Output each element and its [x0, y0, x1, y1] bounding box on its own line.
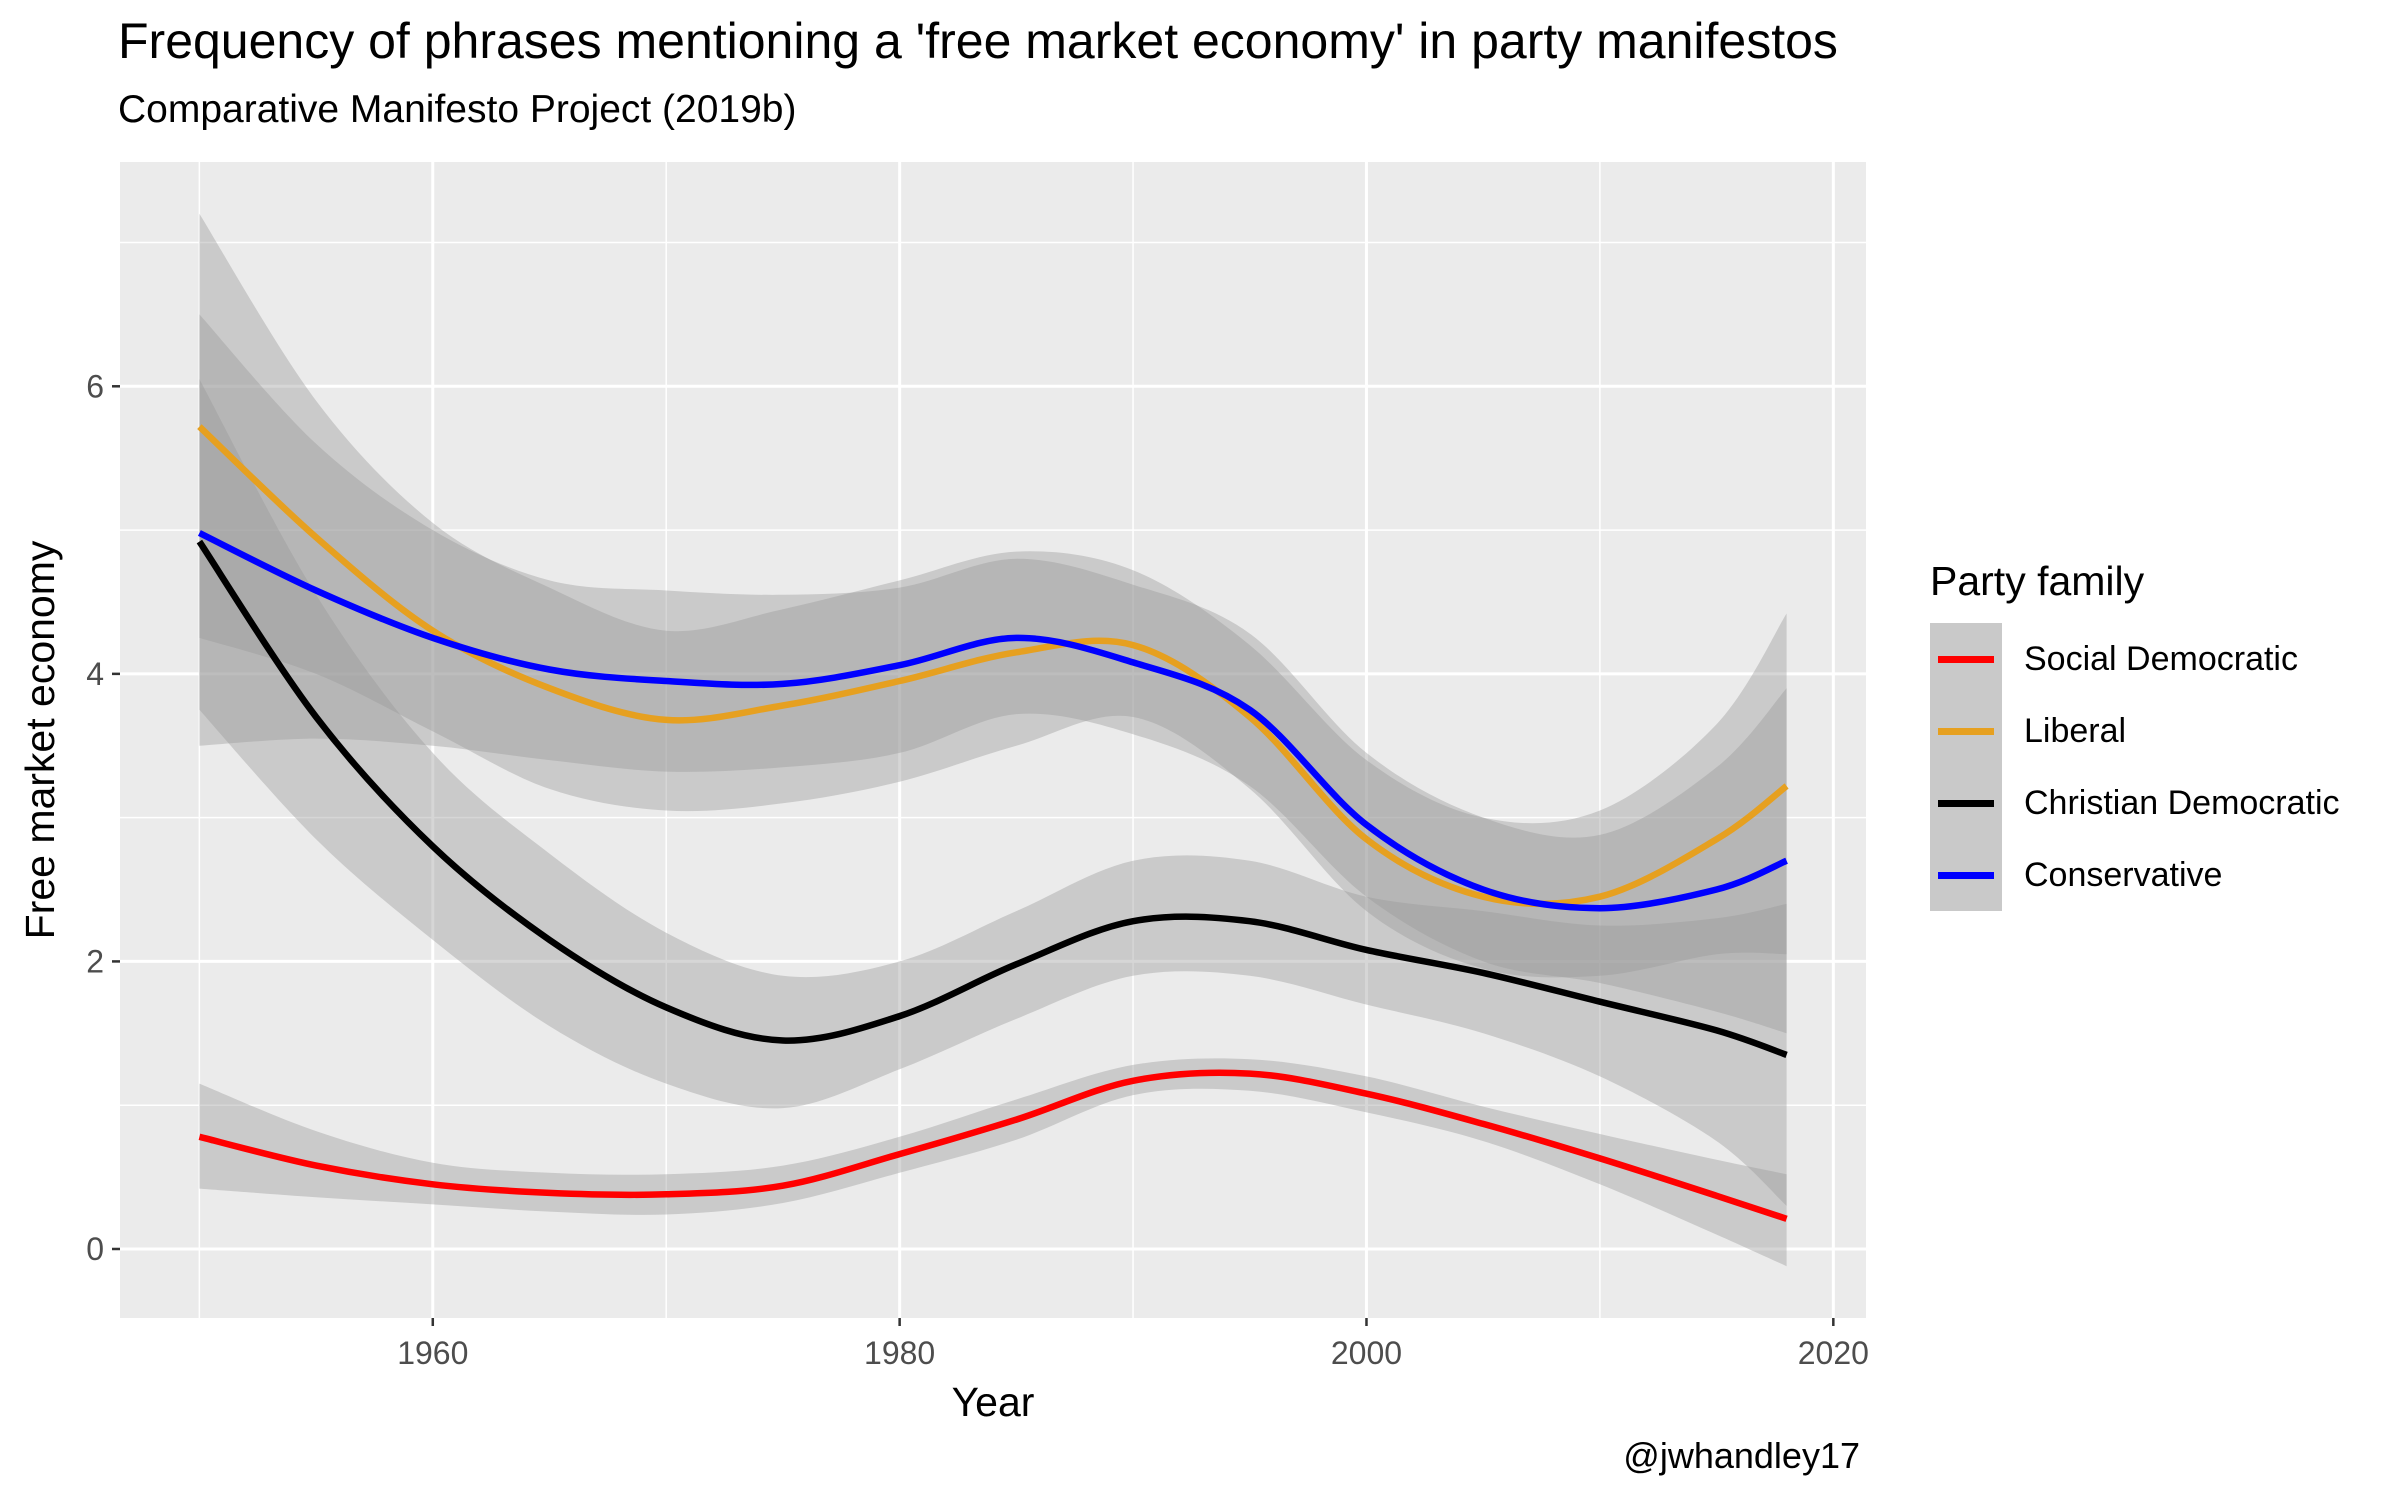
legend-title: Party family: [1930, 558, 2145, 604]
y-axis-title: Free market economy: [17, 540, 63, 939]
chart-title: Frequency of phrases mentioning a 'free …: [118, 13, 1838, 69]
chart-subtitle: Comparative Manifesto Project (2019b): [118, 88, 797, 131]
x-tick-label: 1980: [864, 1335, 935, 1371]
legend-item-social-democratic: Social Democratic: [1930, 623, 2340, 695]
y-tick-label: 2: [86, 943, 104, 979]
legend-key: [1930, 767, 2002, 839]
legend-item-christian-democratic: Christian Democratic: [1930, 767, 2340, 839]
legend-key: [1930, 695, 2002, 767]
legend-key: [1930, 623, 2002, 695]
legend-item-liberal: Liberal: [1930, 695, 2340, 767]
y-tick-label: 6: [86, 368, 104, 404]
y-tick-label: 4: [86, 656, 104, 692]
chart-caption: @jwhandley17: [1623, 1435, 1860, 1476]
y-tick-label: 0: [86, 1231, 104, 1267]
legend-label: Conservative: [2024, 855, 2223, 894]
confidence-band-social-democratic: [199, 1058, 1787, 1267]
x-tick-label: 2020: [1798, 1335, 1869, 1371]
x-axis-title: Year: [952, 1379, 1035, 1425]
series-line-conservative: [197, 530, 1788, 912]
series-line-christian-democratic: [196, 539, 1788, 1058]
legend: Party family Social Democratic Liberal Chr…: [1930, 558, 2340, 911]
legend-label: Liberal: [2024, 711, 2127, 750]
series-line-social-democratic: [198, 1069, 1788, 1222]
legend-label: Christian Democratic: [2024, 783, 2340, 822]
x-tick-label: 1960: [397, 1335, 468, 1371]
confidence-band-liberal: [199, 213, 1787, 978]
legend-swatch: [1938, 728, 1994, 735]
legend-swatch: [1938, 800, 1994, 807]
legend-item-conservative: Conservative: [1930, 839, 2340, 911]
legend-key: [1930, 839, 2002, 911]
legend-label: Social Democratic: [2024, 639, 2298, 678]
legend-swatch: [1938, 872, 1994, 879]
confidence-band-christian-democratic: [199, 379, 1787, 1206]
x-tick-label: 2000: [1331, 1335, 1402, 1371]
legend-swatch: [1938, 656, 1994, 663]
